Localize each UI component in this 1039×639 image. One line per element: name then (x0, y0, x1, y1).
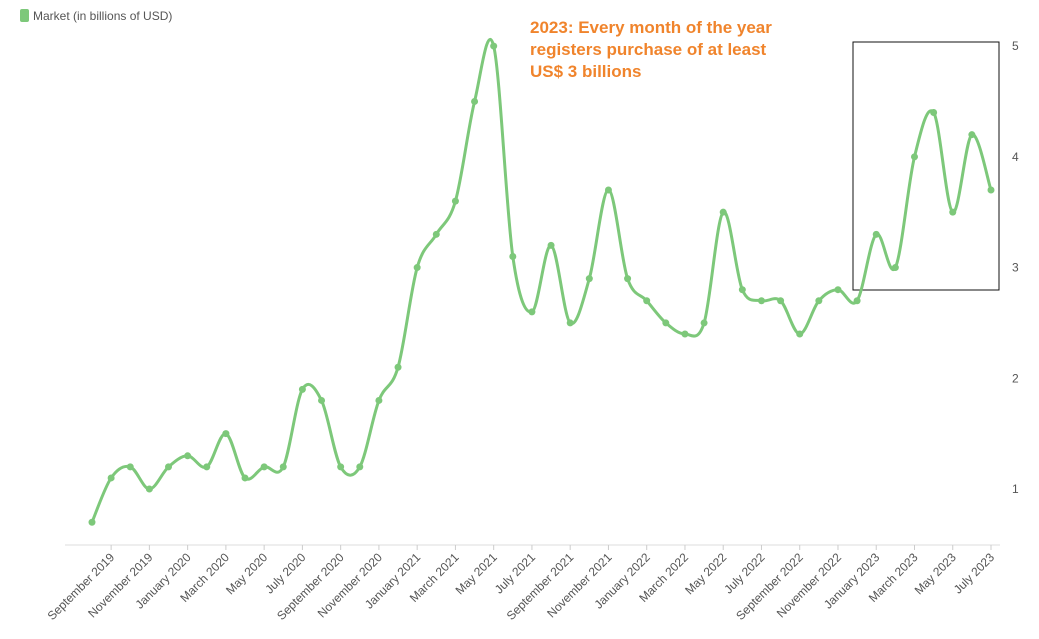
point (260, 463, 268, 471)
x-tick-label: May 2021 (453, 550, 500, 597)
point (107, 474, 115, 482)
point (145, 485, 153, 493)
point (700, 319, 708, 327)
point (604, 186, 612, 194)
point (681, 330, 689, 338)
x-tick-label: May 2023 (912, 550, 959, 597)
line (90, 37, 993, 523)
point (585, 275, 593, 283)
legend-label: Market (in billions of USD) (33, 9, 172, 23)
point (815, 297, 823, 305)
y-tick-label: 2 (1012, 371, 1019, 385)
point (394, 363, 402, 371)
point (184, 452, 192, 460)
point (738, 286, 746, 294)
point (509, 252, 517, 260)
point (624, 275, 632, 283)
point (451, 197, 459, 205)
point (337, 463, 345, 471)
point (432, 230, 440, 238)
legend-swatch (20, 9, 29, 22)
point (88, 518, 96, 526)
point (222, 430, 230, 438)
point (872, 230, 880, 238)
point (126, 463, 134, 471)
point (910, 153, 918, 161)
point (375, 396, 383, 404)
point (203, 463, 211, 471)
x-tick-label: July 2023 (951, 550, 997, 596)
point (165, 463, 173, 471)
point (987, 186, 995, 194)
point (853, 297, 861, 305)
point (413, 264, 421, 272)
point (490, 42, 498, 50)
y-tick-label: 1 (1012, 482, 1019, 496)
point (796, 330, 804, 338)
point (891, 264, 899, 272)
x-tick-label: May 2022 (682, 550, 729, 597)
point (968, 131, 976, 139)
point (547, 241, 555, 249)
x-tick-label: September 2021 (504, 550, 577, 623)
point (757, 297, 765, 305)
point (662, 319, 670, 327)
point (241, 474, 249, 482)
point (834, 286, 842, 294)
y-tick-label: 4 (1012, 150, 1019, 164)
highlight-box (852, 41, 1000, 291)
point (949, 208, 957, 216)
y-tick-label: 5 (1012, 39, 1019, 53)
x-tick-label: May 2020 (223, 550, 270, 597)
point (298, 385, 306, 393)
point (930, 109, 938, 117)
point (643, 297, 651, 305)
annotation: 2023: Every month of the year registers p… (530, 18, 772, 81)
point (356, 463, 364, 471)
x-tick-label: September 2020 (274, 550, 347, 623)
point (471, 97, 479, 105)
y-tick-label: 3 (1012, 261, 1019, 275)
point (318, 396, 326, 404)
point (528, 308, 536, 316)
point (719, 208, 727, 216)
x-tick-label: September 2019 (45, 550, 118, 623)
point (279, 463, 287, 471)
point (566, 319, 574, 327)
x-tick-label: September 2022 (733, 550, 806, 623)
point (777, 297, 785, 305)
